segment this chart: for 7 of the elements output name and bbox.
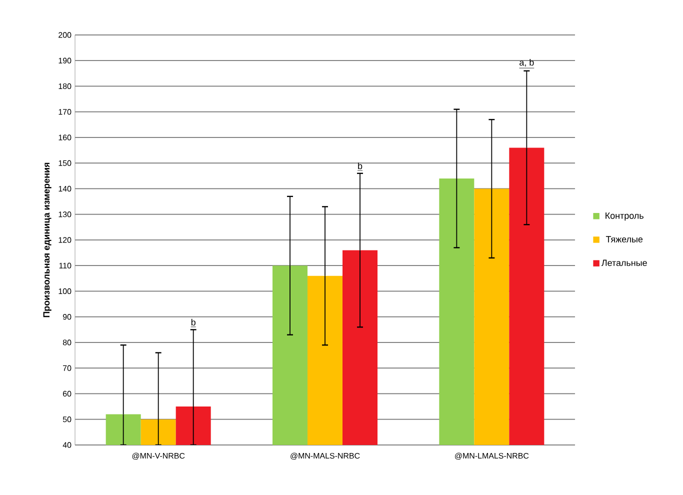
legend-label: Контроль [606, 212, 644, 221]
annotation: b [358, 162, 362, 170]
annotation: a, b [520, 59, 534, 67]
legend-label: Летальные [602, 260, 647, 266]
annotation: b [191, 318, 196, 326]
y-axis-title: Произвольная единица измерения [43, 162, 52, 318]
legend-label: Тяжелые [606, 236, 643, 242]
